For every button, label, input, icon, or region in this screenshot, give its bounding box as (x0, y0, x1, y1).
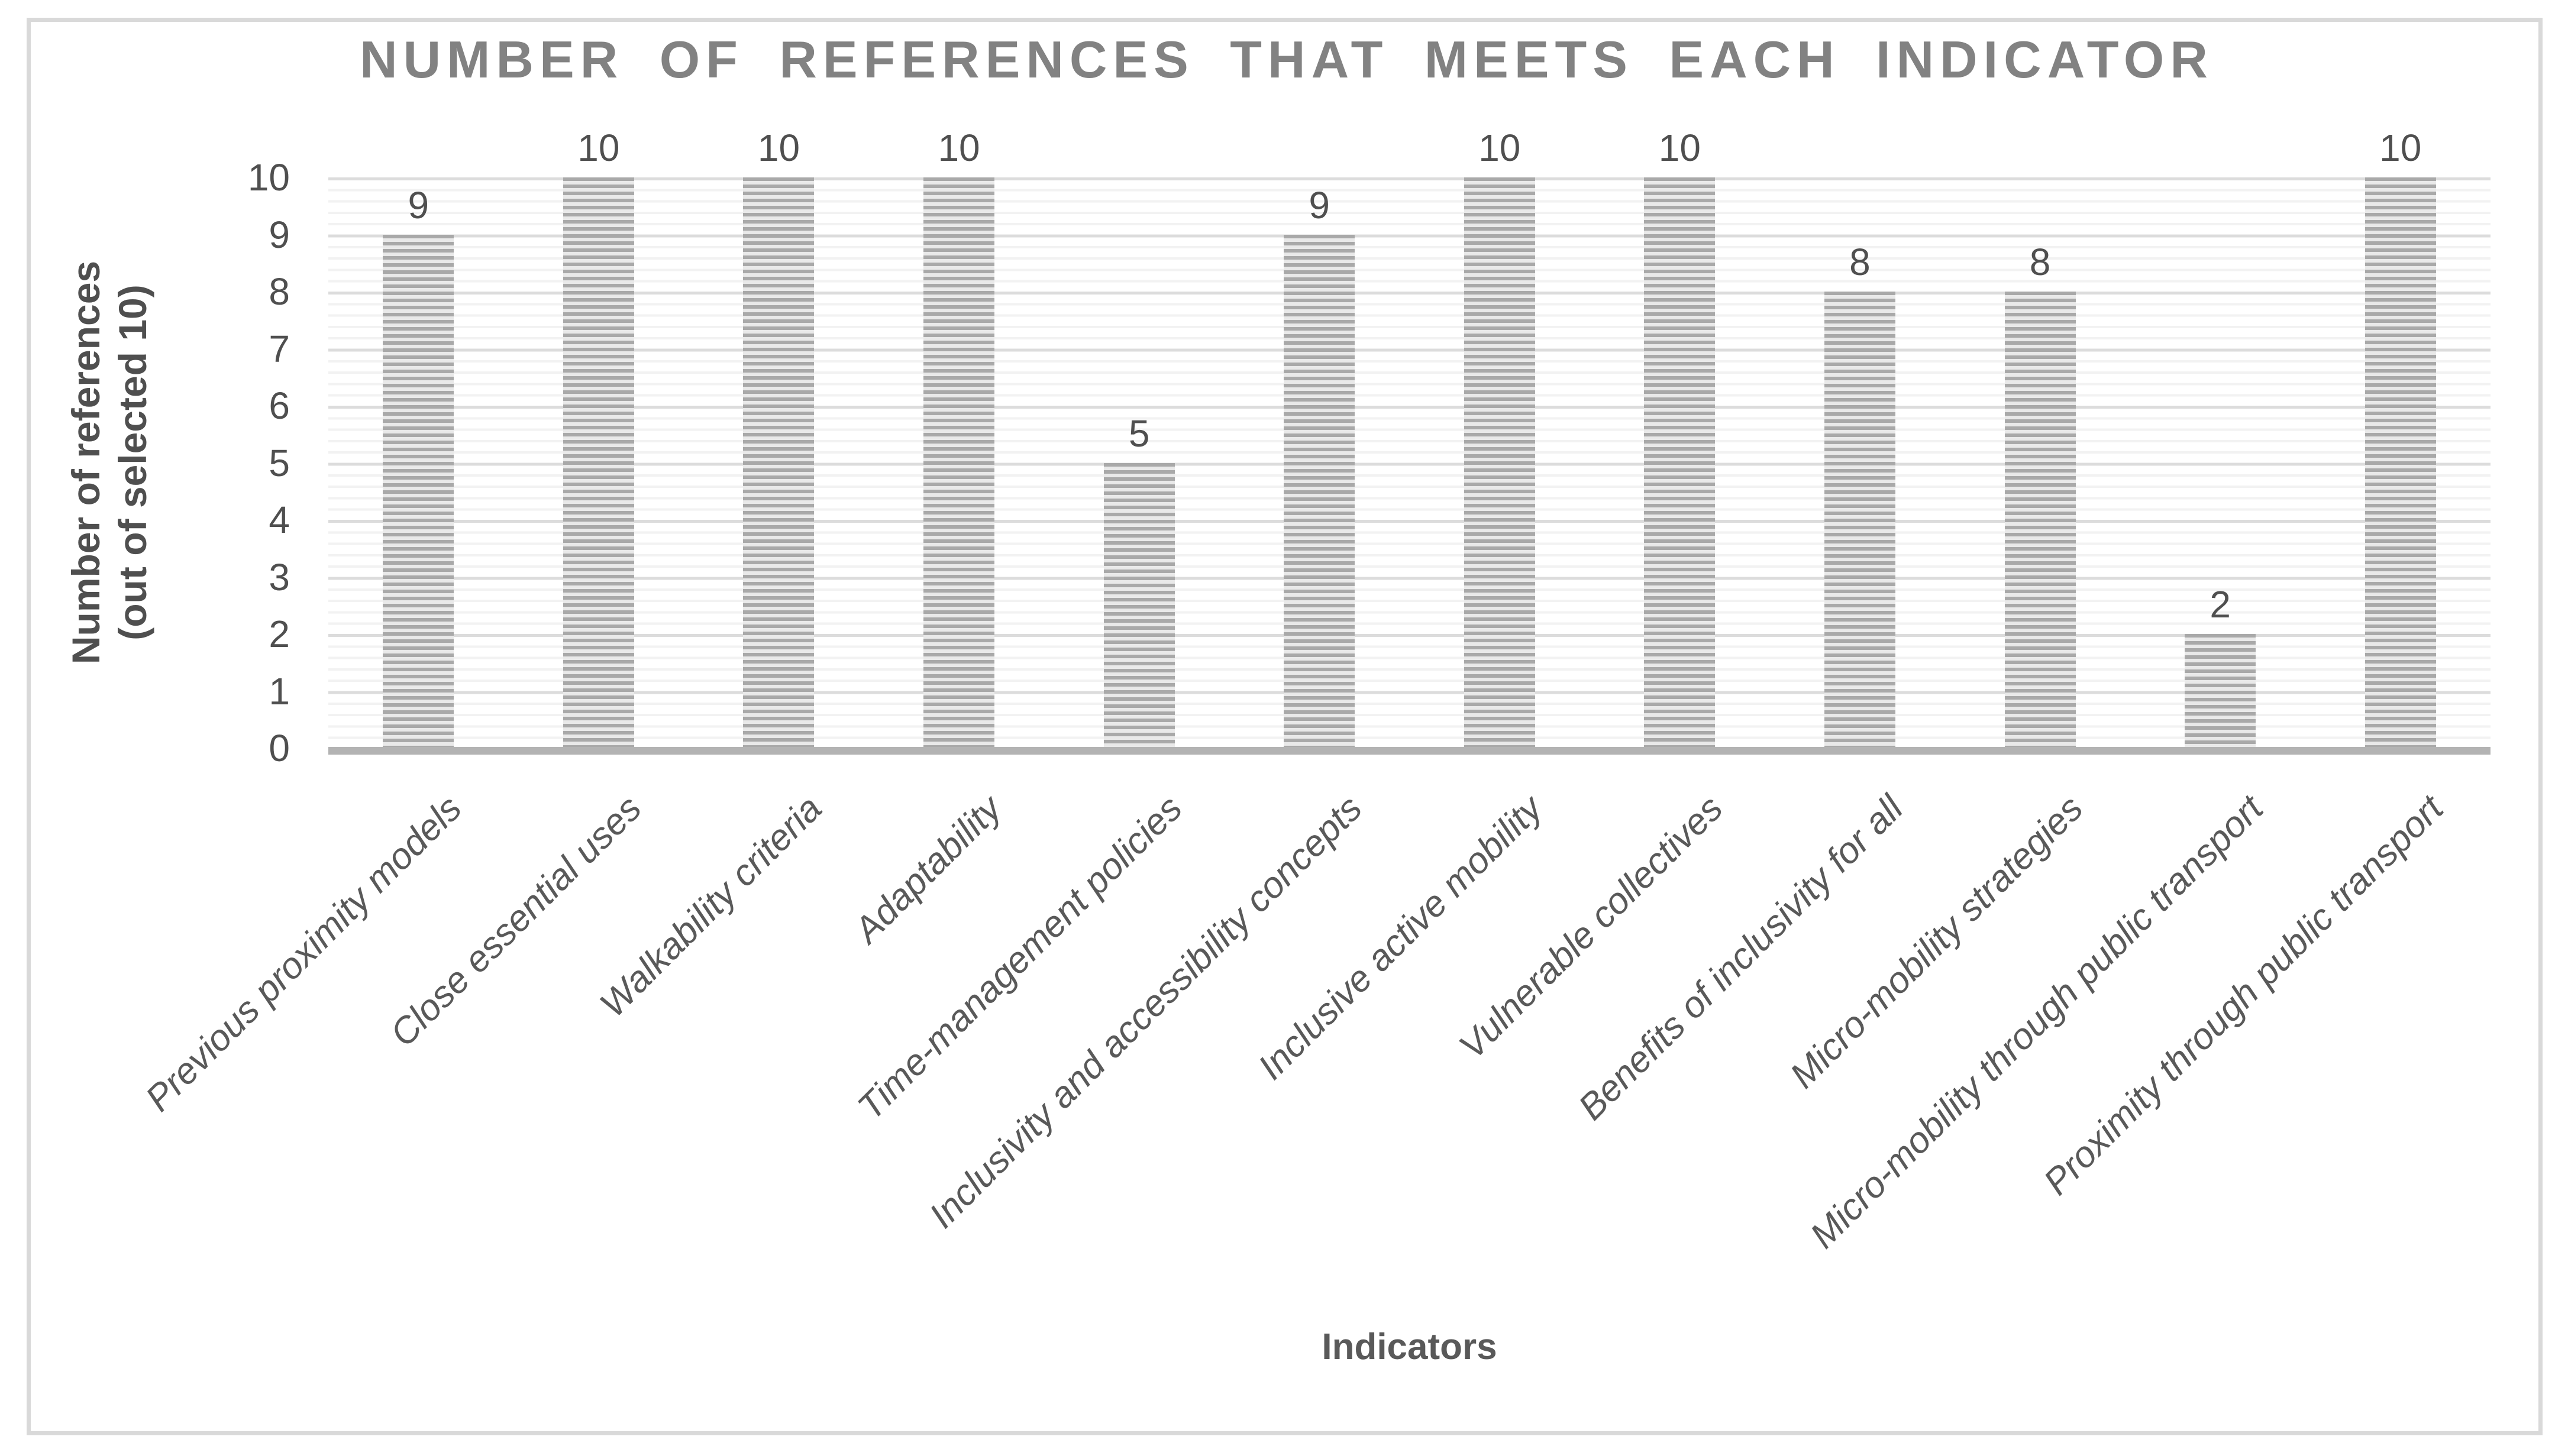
y-tick-label: 6 (269, 384, 290, 427)
bar (1464, 177, 1535, 748)
bar-value-label: 10 (1478, 127, 1521, 169)
y-tick-label: 5 (269, 441, 290, 484)
bar-value-label: 9 (1309, 183, 1330, 227)
bar (2185, 634, 2256, 748)
y-tick-label: 9 (269, 213, 290, 256)
y-tick-label: 3 (269, 555, 290, 598)
y-tick-label: 4 (269, 499, 290, 541)
bar-value-label: 10 (938, 127, 980, 169)
chart-title: NUMBER OF REFERENCES THAT MEETS EACH IND… (360, 30, 2214, 89)
bar-value-label: 10 (1658, 127, 1701, 169)
plot-area: 9 10 10 10 5 9 10 10 8 8 2 10 (328, 129, 2491, 748)
y-tick-label: 8 (269, 270, 290, 313)
y-axis-ticks: 0 1 2 3 4 5 6 7 8 9 10 (0, 158, 290, 767)
bar-value-label: 10 (2379, 127, 2422, 169)
bar (2365, 177, 2436, 748)
bar (563, 177, 634, 748)
bar-value-label: 10 (577, 127, 620, 169)
bar (923, 177, 995, 748)
bar (1103, 462, 1175, 748)
y-tick-label: 10 (247, 156, 290, 199)
bar-value-label: 8 (1849, 241, 1871, 283)
bar-value-label: 8 (2029, 241, 2051, 283)
y-tick-label: 0 (269, 727, 290, 769)
bar (1824, 292, 1895, 748)
bar (1644, 177, 1716, 748)
bar-value-label: 10 (757, 127, 800, 169)
y-tick-label: 1 (269, 669, 290, 713)
x-axis-line (328, 747, 2491, 755)
bar (743, 177, 815, 748)
bar-value-label: 5 (1128, 412, 1150, 455)
x-axis-title: Indicators (1322, 1326, 1497, 1367)
y-tick-label: 2 (269, 613, 290, 655)
bar (1284, 234, 1355, 748)
bar-value-label: 9 (408, 183, 429, 227)
bar (383, 234, 454, 748)
y-tick-label: 7 (269, 327, 290, 370)
bar-value-label: 2 (2210, 583, 2231, 626)
bar (2004, 292, 2076, 748)
